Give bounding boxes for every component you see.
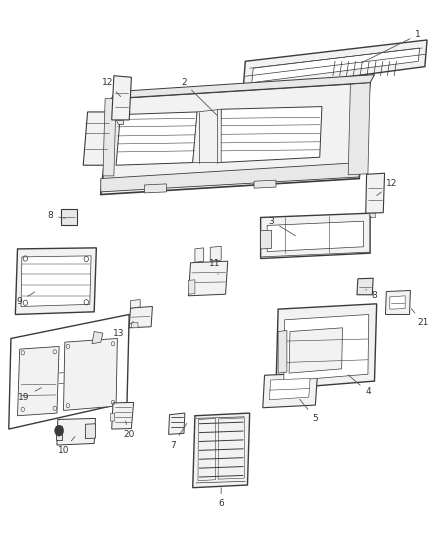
Polygon shape bbox=[112, 402, 134, 429]
Polygon shape bbox=[261, 230, 272, 249]
Polygon shape bbox=[21, 256, 91, 306]
Text: 20: 20 bbox=[124, 421, 135, 439]
Text: 6: 6 bbox=[218, 488, 224, 508]
Text: 5: 5 bbox=[300, 399, 318, 423]
Circle shape bbox=[55, 425, 64, 436]
Polygon shape bbox=[243, 40, 427, 91]
Polygon shape bbox=[116, 120, 123, 124]
Text: 7: 7 bbox=[170, 423, 187, 449]
Polygon shape bbox=[15, 248, 96, 314]
Polygon shape bbox=[61, 209, 77, 225]
Polygon shape bbox=[101, 163, 359, 192]
Text: 10: 10 bbox=[58, 437, 75, 455]
Text: 21: 21 bbox=[411, 309, 428, 327]
Polygon shape bbox=[284, 314, 369, 381]
Text: 8: 8 bbox=[47, 212, 65, 220]
Polygon shape bbox=[195, 248, 204, 262]
Polygon shape bbox=[219, 107, 322, 163]
Text: 11: 11 bbox=[209, 260, 220, 274]
Polygon shape bbox=[366, 173, 385, 213]
Text: 4: 4 bbox=[348, 375, 371, 396]
Polygon shape bbox=[390, 296, 405, 309]
Polygon shape bbox=[289, 328, 343, 373]
Polygon shape bbox=[131, 322, 138, 328]
Polygon shape bbox=[92, 332, 103, 344]
Polygon shape bbox=[269, 378, 310, 400]
Polygon shape bbox=[85, 424, 95, 439]
Polygon shape bbox=[193, 413, 250, 488]
Polygon shape bbox=[9, 314, 129, 429]
Text: 8: 8 bbox=[366, 289, 378, 300]
Polygon shape bbox=[267, 221, 364, 252]
Polygon shape bbox=[169, 413, 185, 434]
Polygon shape bbox=[116, 112, 197, 165]
Polygon shape bbox=[193, 109, 221, 163]
Polygon shape bbox=[112, 75, 374, 99]
Polygon shape bbox=[263, 373, 318, 408]
Text: 1: 1 bbox=[362, 30, 421, 63]
Polygon shape bbox=[145, 184, 166, 193]
Text: 3: 3 bbox=[268, 217, 296, 236]
Text: 12: 12 bbox=[377, 180, 398, 196]
Polygon shape bbox=[188, 261, 228, 296]
Polygon shape bbox=[56, 426, 62, 440]
Polygon shape bbox=[131, 300, 140, 308]
Polygon shape bbox=[278, 330, 287, 373]
Polygon shape bbox=[210, 246, 221, 261]
Polygon shape bbox=[254, 180, 276, 188]
Polygon shape bbox=[188, 280, 195, 294]
Polygon shape bbox=[101, 83, 370, 195]
Polygon shape bbox=[110, 413, 115, 421]
Polygon shape bbox=[83, 112, 112, 165]
Polygon shape bbox=[57, 418, 95, 445]
Text: 19: 19 bbox=[18, 387, 41, 401]
Polygon shape bbox=[357, 278, 373, 295]
Polygon shape bbox=[103, 99, 116, 176]
Text: 2: 2 bbox=[181, 78, 217, 115]
Polygon shape bbox=[129, 306, 152, 328]
Text: 12: 12 bbox=[102, 78, 121, 96]
Polygon shape bbox=[385, 290, 410, 314]
Text: 9: 9 bbox=[17, 292, 35, 305]
Polygon shape bbox=[18, 346, 59, 416]
Polygon shape bbox=[252, 48, 420, 83]
Text: 13: 13 bbox=[113, 321, 134, 337]
Polygon shape bbox=[261, 213, 370, 259]
Polygon shape bbox=[276, 304, 377, 389]
Polygon shape bbox=[348, 83, 370, 175]
Polygon shape bbox=[64, 338, 117, 410]
Polygon shape bbox=[112, 76, 131, 120]
Polygon shape bbox=[368, 213, 375, 217]
